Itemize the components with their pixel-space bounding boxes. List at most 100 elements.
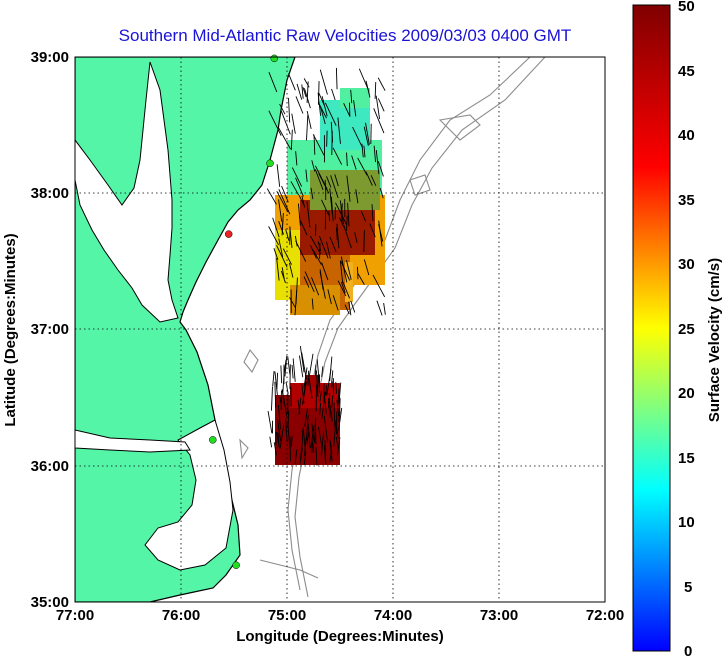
- velocity-vector: [346, 215, 348, 232]
- velocity-vector: [377, 98, 385, 112]
- velocity-vector: [377, 77, 386, 91]
- velocity-vector: [285, 382, 289, 394]
- velocity-vector: [334, 174, 339, 187]
- y-tick-label: 35:00: [31, 594, 69, 611]
- velocity-vector: [321, 366, 324, 377]
- velocity-vector: [272, 217, 280, 238]
- velocity-vector: [311, 298, 314, 310]
- velocity-vector: [340, 260, 351, 281]
- velocity-vector: [373, 145, 376, 163]
- velocity-vector: [326, 368, 332, 396]
- velocity-vector: [297, 203, 301, 226]
- velocity-vector: [282, 248, 292, 265]
- velocity-vector: [369, 223, 376, 238]
- radar-stations: [209, 54, 279, 569]
- velocity-vector: [300, 220, 308, 236]
- velocity-vector: [360, 210, 367, 222]
- velocity-vector: [277, 432, 280, 445]
- velocity-vector: [335, 381, 338, 394]
- velocity-vector: [333, 402, 336, 428]
- velocity-vector: [341, 282, 346, 294]
- velocity-vector: [319, 69, 328, 95]
- y-axis-label: Latitude (Degrees:Minutes): [2, 233, 19, 426]
- velocity-vector: [296, 83, 303, 100]
- velocity-vector: [285, 418, 287, 433]
- velocity-vector: [281, 389, 285, 404]
- velocity-vector: [307, 423, 311, 449]
- colorbar-tick-label: 30: [678, 256, 695, 273]
- x-tick-label: 76:00: [162, 607, 200, 624]
- velocity-vector: [298, 195, 305, 206]
- velocity-vector: [290, 181, 300, 196]
- colorbar-tick-label: 15: [678, 450, 695, 467]
- velocity-vector: [373, 108, 385, 134]
- velocity-vector: [278, 221, 284, 235]
- velocity-vector: [338, 382, 342, 404]
- velocity-vector: [281, 267, 285, 279]
- plot-frame: [74, 56, 606, 603]
- velocity-vector: [337, 388, 340, 407]
- velocity-vector: [317, 426, 323, 450]
- y-tick-label: 39:00: [31, 49, 69, 66]
- y-axis: 39:00 38:00 37:00 36:00 35:00: [31, 49, 69, 611]
- velocity-vector: [339, 260, 344, 284]
- velocity-vector: [329, 452, 332, 463]
- radar-station: [209, 436, 217, 444]
- x-tick-label: 77:00: [56, 607, 94, 624]
- velocity-vector: [330, 441, 333, 454]
- velocity-vector: [354, 232, 358, 243]
- velocity-vector: [332, 147, 343, 165]
- colorbar-tick-label: 40: [678, 127, 695, 144]
- velocity-vector: [312, 134, 325, 156]
- velocity-vector: [276, 372, 279, 390]
- velocity-vector: [363, 145, 366, 158]
- velocity-vector: [281, 219, 284, 236]
- velocity-vector: [363, 259, 370, 276]
- velocity-vector: [281, 185, 289, 203]
- velocity-vector: [288, 73, 296, 91]
- velocity-vector: [375, 95, 381, 119]
- colorbar-tick-label: 0: [684, 643, 692, 659]
- velocity-vector: [306, 110, 312, 129]
- velocity-vector: [350, 89, 353, 104]
- velocity-vector: [278, 189, 291, 215]
- colorbar-tick-label: 5: [684, 579, 692, 596]
- velocity-vector: [278, 199, 283, 222]
- velocity-vector: [311, 160, 316, 172]
- velocity-vector: [304, 437, 307, 456]
- velocity-vector: [303, 276, 310, 288]
- velocity-vector: [287, 423, 291, 449]
- colorbar-tick-label: 10: [678, 514, 695, 531]
- velocity-vector: [277, 404, 281, 430]
- velocity-vector: [294, 290, 298, 316]
- velocity-vector: [287, 410, 290, 426]
- velocity-vector: [318, 93, 325, 106]
- velocity-vector: [310, 187, 314, 200]
- chart-title: Southern Mid-Atlantic Raw Velocities 200…: [119, 26, 572, 45]
- velocity-vector: [337, 117, 341, 144]
- velocity-vector: [276, 245, 288, 268]
- velocity-vector: [288, 97, 291, 123]
- velocity-vector: [306, 114, 309, 141]
- colorbar-tick-label: 50: [678, 0, 695, 15]
- velocity-vector: [294, 449, 298, 465]
- x-tick-label: 75:00: [268, 607, 306, 624]
- y-tick-label: 38:00: [31, 185, 69, 202]
- velocity-vector: [299, 346, 305, 373]
- velocity-vector: [313, 134, 316, 155]
- velocity-vector: [267, 411, 273, 434]
- velocity-vector: [276, 432, 280, 448]
- velocity-vector: [348, 301, 352, 316]
- velocity-vector: [279, 103, 286, 115]
- velocity-vector: [329, 439, 333, 462]
- velocity-vector: [326, 176, 332, 188]
- velocity-vector: [308, 353, 314, 377]
- velocity-vector: [287, 356, 291, 375]
- x-tick-label: 73:00: [480, 607, 518, 624]
- velocity-vector: [303, 367, 308, 388]
- velocity-vector: [317, 92, 321, 116]
- velocity-vector: [346, 175, 351, 202]
- velocity-vector: [332, 381, 335, 394]
- velocity-vector: [292, 358, 296, 382]
